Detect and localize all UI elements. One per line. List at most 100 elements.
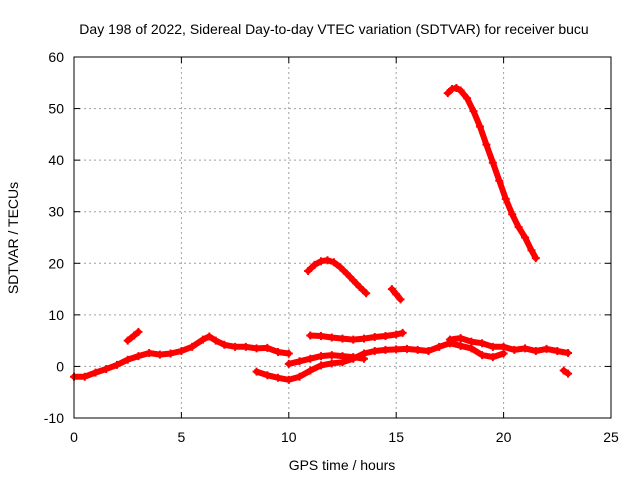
series-track-upper-6 <box>306 328 407 344</box>
grid-lines <box>74 57 611 418</box>
series-track-low-10-15 <box>252 339 465 384</box>
data-point <box>134 352 143 361</box>
data-point <box>306 331 315 340</box>
series-band <box>307 329 406 343</box>
y-tick-label: 10 <box>48 307 64 323</box>
data-point <box>392 345 401 354</box>
data-point <box>123 336 132 345</box>
data-point <box>531 346 540 355</box>
data-point <box>559 366 568 375</box>
data-point <box>362 289 371 298</box>
series-arc-13 <box>387 285 405 304</box>
data-point <box>306 366 315 375</box>
x-tick-label: 15 <box>388 429 404 445</box>
y-tick-label: -10 <box>44 410 64 426</box>
data-point <box>467 337 476 346</box>
y-tick-label: 40 <box>48 152 64 168</box>
data-point <box>317 332 326 341</box>
data-point <box>445 335 454 344</box>
data-point <box>295 372 304 381</box>
data-point <box>510 345 519 354</box>
data-point <box>448 84 457 93</box>
y-tick-label: 20 <box>48 255 64 271</box>
data-point <box>166 349 175 358</box>
data-point <box>482 140 491 149</box>
data-point <box>130 331 139 340</box>
data-point <box>564 369 573 378</box>
data-point <box>145 349 154 358</box>
x-tick-label: 25 <box>603 429 619 445</box>
data-point <box>241 342 250 351</box>
y-tick-label: 30 <box>48 204 64 220</box>
data-point <box>392 290 401 299</box>
data-point <box>499 349 508 358</box>
data-point <box>359 334 368 343</box>
data-point <box>263 343 272 352</box>
data-point <box>317 257 326 266</box>
data-point <box>252 344 261 353</box>
data-point <box>452 83 461 92</box>
data-point <box>263 371 272 380</box>
data-point <box>274 373 283 382</box>
data-point <box>284 349 293 358</box>
data-point <box>284 375 293 384</box>
series-track-mid-2 <box>284 351 368 368</box>
data-point <box>542 344 551 353</box>
x-tick-label: 10 <box>281 429 297 445</box>
data-point <box>392 330 401 339</box>
series-band <box>71 333 292 380</box>
data-point <box>398 328 407 337</box>
data-point <box>456 341 465 350</box>
data-point <box>342 269 351 278</box>
data-point <box>329 258 338 267</box>
data-point <box>336 263 345 272</box>
data-point <box>327 333 336 342</box>
data-point <box>80 372 89 381</box>
data-point <box>327 359 336 368</box>
data-point <box>231 342 240 351</box>
data-point <box>478 339 487 348</box>
series-arc-20 <box>304 256 371 298</box>
series-band <box>444 84 539 262</box>
data-point <box>527 246 536 255</box>
data-point <box>198 335 207 344</box>
data-point <box>310 260 319 269</box>
data-point <box>306 354 315 363</box>
data-point <box>359 354 368 363</box>
data-point <box>564 349 573 358</box>
series-fragment-23 <box>559 366 573 378</box>
data-point <box>553 346 562 355</box>
series-track-main-low <box>70 332 293 381</box>
data-point <box>323 256 332 265</box>
data-point <box>381 345 390 354</box>
data-point <box>469 107 478 116</box>
data-point <box>402 344 411 353</box>
data-series-group <box>70 83 573 384</box>
data-point <box>435 342 444 351</box>
x-axis-label: GPS time / hours <box>289 457 396 473</box>
data-point <box>205 332 214 341</box>
data-point <box>211 336 220 345</box>
data-point <box>317 361 326 370</box>
data-point <box>424 346 433 355</box>
data-point <box>495 176 504 185</box>
data-point <box>381 332 390 341</box>
data-point <box>521 344 530 353</box>
data-point <box>463 94 472 103</box>
data-point <box>443 89 452 98</box>
data-point <box>91 368 100 377</box>
plot-frame <box>73 56 612 419</box>
data-point <box>499 342 508 351</box>
y-tick-label: 60 <box>48 49 64 65</box>
data-point <box>327 351 336 360</box>
data-point <box>349 353 358 362</box>
data-point <box>274 347 283 356</box>
data-point <box>501 194 510 203</box>
data-point <box>370 346 379 355</box>
data-point <box>355 283 364 292</box>
data-point <box>112 360 121 369</box>
data-point <box>488 353 497 362</box>
data-point <box>123 355 132 364</box>
data-point <box>475 122 484 131</box>
data-point <box>478 351 487 360</box>
